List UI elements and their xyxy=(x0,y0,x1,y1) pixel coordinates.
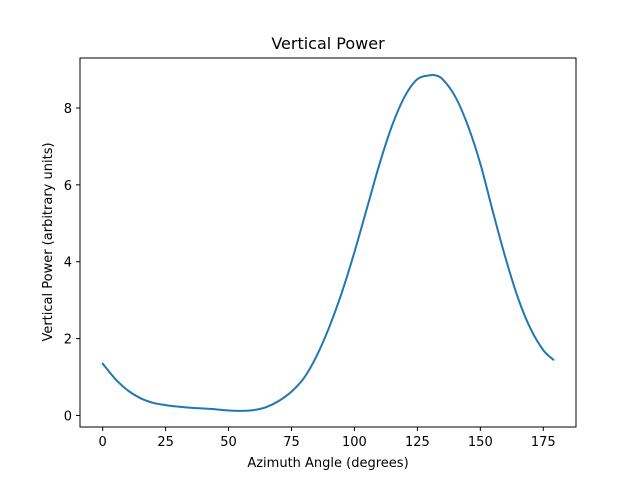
x-tick-label: 100 xyxy=(342,435,367,450)
plot-area: 0 25 50 75 100 125 150 175 0 2 4 6 8 xyxy=(64,57,577,450)
x-axis-label: Azimuth Angle (degrees) xyxy=(247,456,408,471)
series-line-0 xyxy=(101,73,555,412)
x-tick-label: 50 xyxy=(220,435,237,450)
y-tick-label: 8 xyxy=(64,102,72,117)
x-axis-ticks: 0 25 50 75 100 125 150 175 xyxy=(99,427,556,450)
x-tick-label: 75 xyxy=(283,435,300,450)
x-tick-label: 25 xyxy=(157,435,174,450)
x-tick-label: 150 xyxy=(468,435,493,450)
y-axis-label: Vertical Power (arbitrary units) xyxy=(41,142,56,341)
y-axis-ticks: 0 2 4 6 8 xyxy=(64,102,80,424)
series-layer xyxy=(101,73,555,412)
y-tick-label: 4 xyxy=(64,256,72,271)
x-tick-label: 175 xyxy=(531,435,556,450)
axes-frame xyxy=(79,57,577,428)
x-tick-label: 125 xyxy=(405,435,430,450)
x-tick-label: 0 xyxy=(99,435,107,450)
y-tick-label: 6 xyxy=(64,179,72,194)
chart-title: Vertical Power xyxy=(271,34,385,53)
y-tick-label: 0 xyxy=(64,409,72,424)
y-tick-label: 2 xyxy=(64,333,72,348)
